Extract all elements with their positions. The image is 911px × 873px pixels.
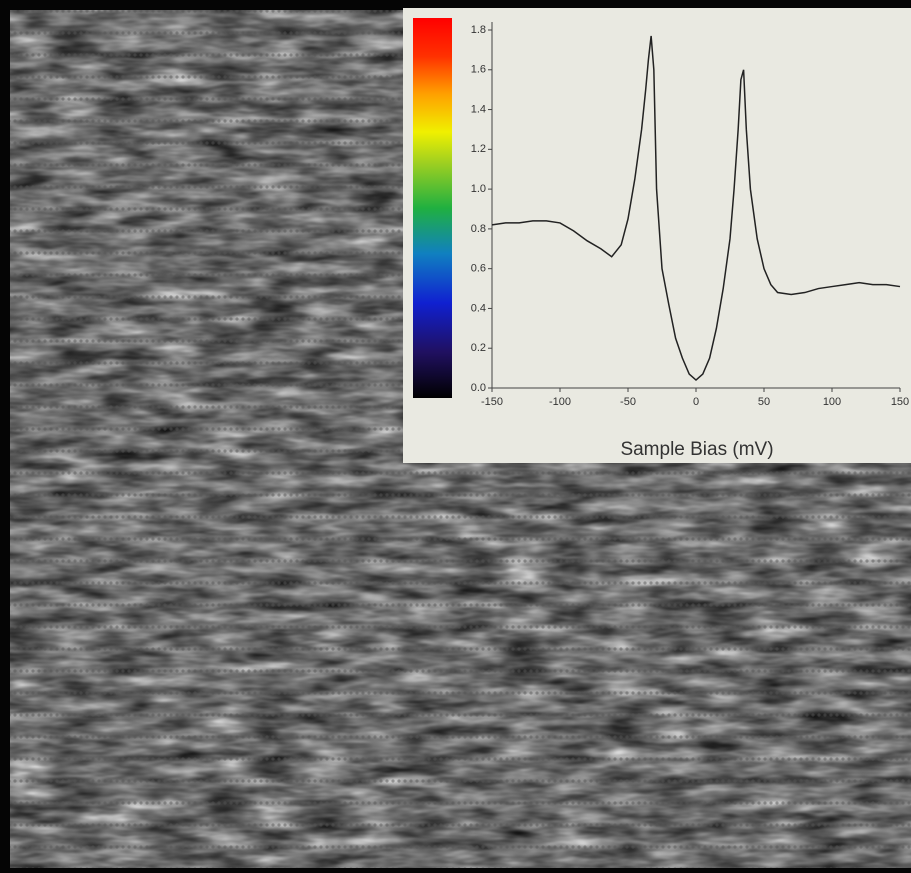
data-line: [491, 35, 901, 382]
y-tick-label: 0.0: [471, 382, 486, 394]
colorbar: [413, 18, 452, 398]
y-tick-label: 1.4: [471, 103, 486, 115]
y-tick-label: 1.6: [471, 64, 486, 76]
y-tick-label: 1.0: [471, 183, 486, 195]
y-tick-label: 0.4: [471, 302, 486, 314]
x-tick-label: 100: [823, 396, 841, 408]
y-tick-label: 0.2: [471, 342, 486, 354]
y-tick-label: 0.6: [471, 263, 486, 275]
x-tick-label: 50: [758, 396, 770, 408]
y-tick-label: 1.2: [471, 143, 486, 155]
x-tick-label: -150: [481, 396, 503, 408]
x-axis-label: Sample Bias (mV): [620, 439, 773, 460]
x-tick-label: -100: [549, 396, 571, 408]
y-tick-label: 1.8: [471, 24, 486, 36]
x-tick-label: 150: [891, 396, 909, 408]
x-tick-label: -50: [620, 396, 636, 408]
x-tick-label: 0: [693, 396, 699, 408]
y-tick-label: 0.8: [471, 223, 486, 235]
inset-panel: [403, 8, 911, 463]
